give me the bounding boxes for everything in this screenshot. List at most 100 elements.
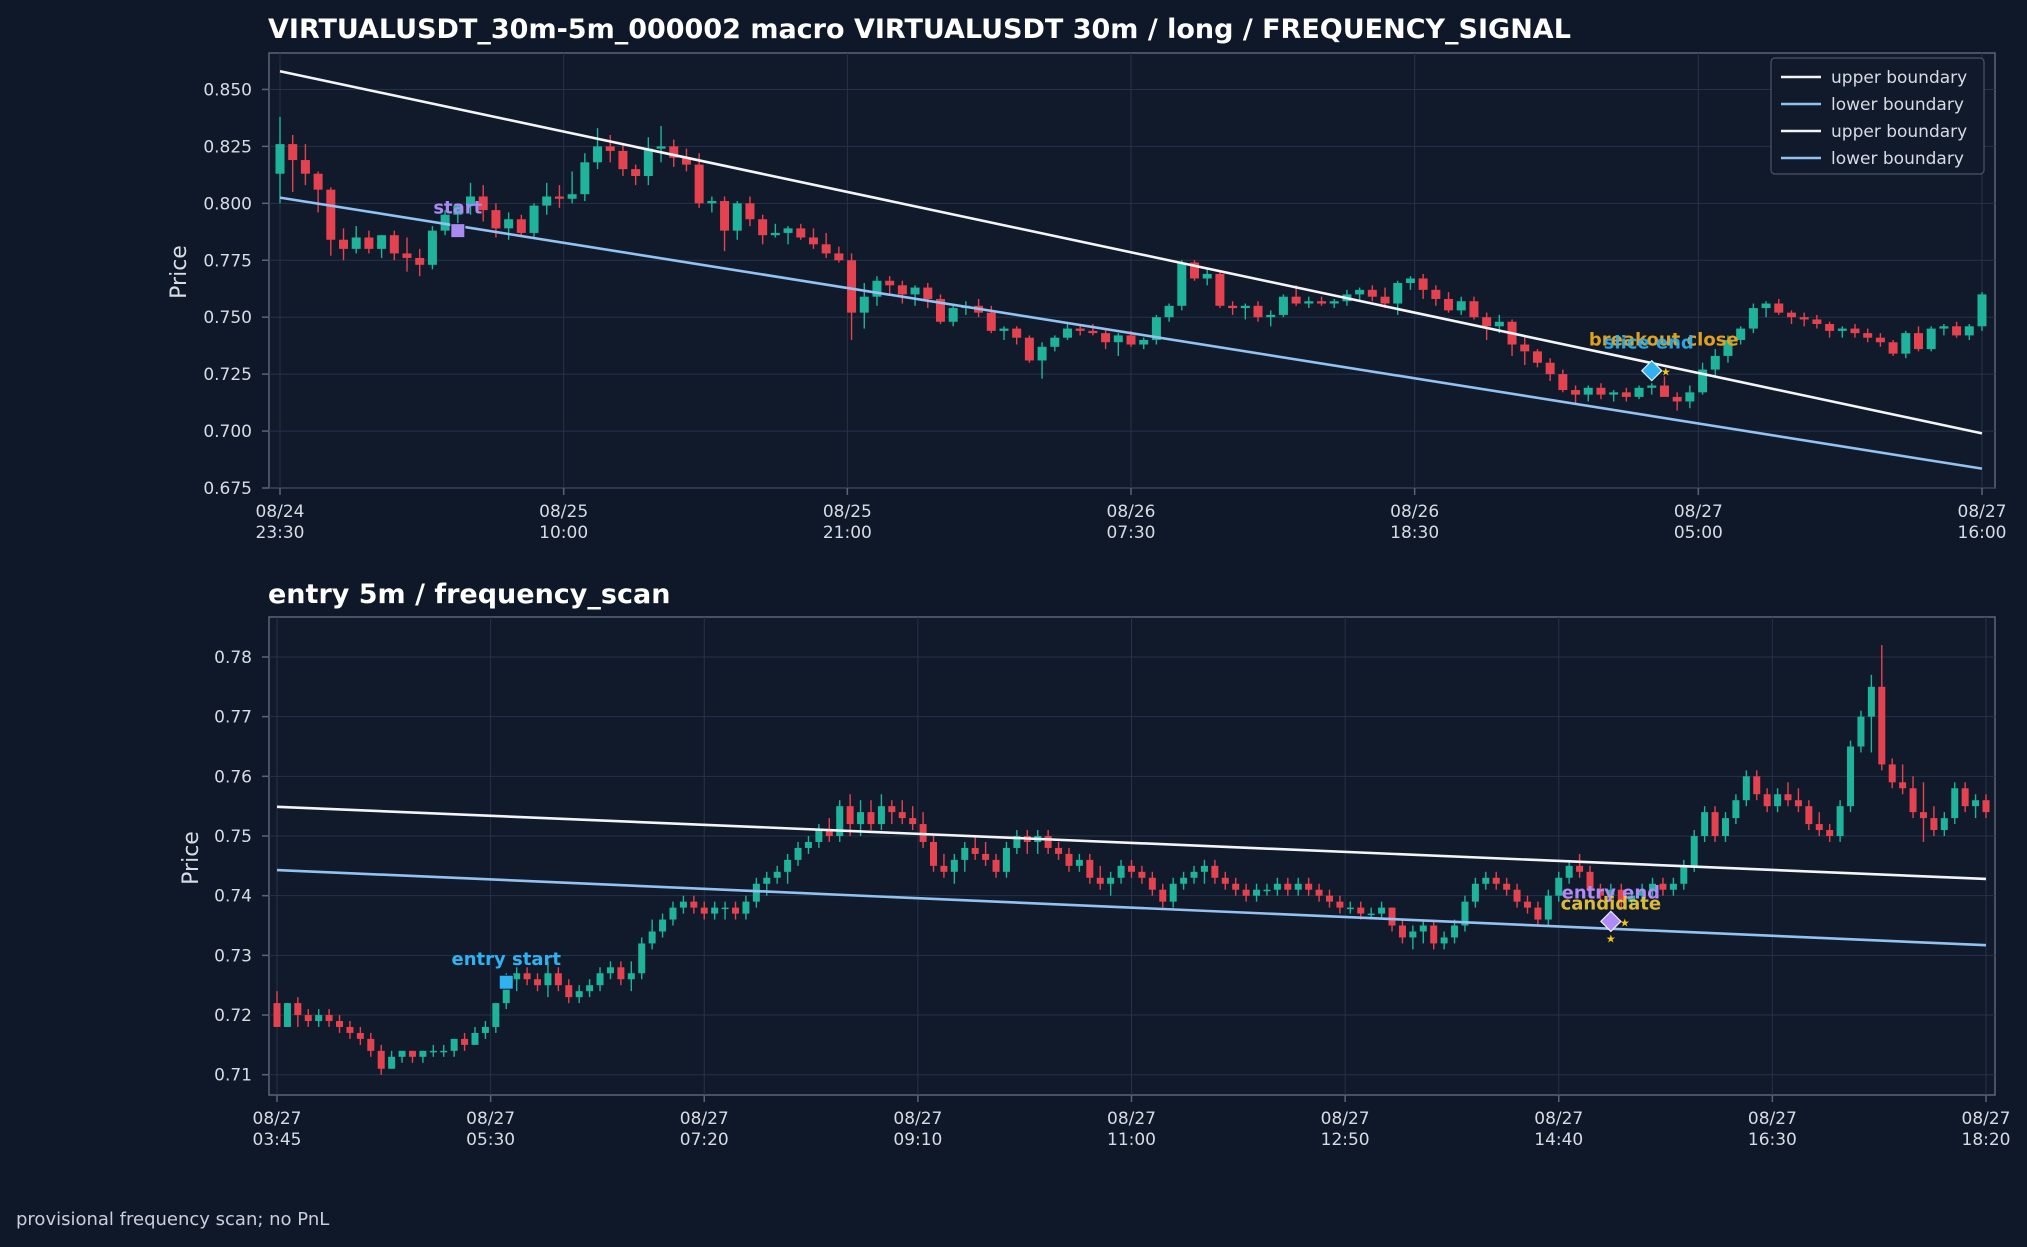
candle-body bbox=[1266, 314, 1276, 318]
candle-body bbox=[1430, 925, 1438, 944]
candle-body bbox=[304, 1015, 312, 1022]
x-tick-label: 08/27 05:00 bbox=[1674, 502, 1723, 543]
annotation-label: entry start bbox=[452, 949, 562, 970]
x-tick-label: 08/24 23:30 bbox=[256, 502, 305, 543]
candle-body bbox=[367, 1038, 375, 1051]
annotation-label: candidate bbox=[1561, 893, 1662, 914]
candle-body bbox=[565, 985, 573, 998]
candle-body bbox=[1305, 883, 1313, 890]
candle-body bbox=[326, 189, 336, 240]
candle-body bbox=[1291, 296, 1301, 304]
candle-body bbox=[1138, 871, 1146, 878]
candle-body bbox=[1164, 305, 1174, 318]
candle-body bbox=[1088, 330, 1098, 334]
x-tick-label: 08/25 21:00 bbox=[823, 502, 872, 543]
candle-body bbox=[784, 859, 792, 872]
candle-body bbox=[1621, 392, 1631, 397]
candle-body bbox=[1409, 931, 1417, 938]
candle-body bbox=[1919, 812, 1927, 819]
candle-body bbox=[593, 146, 603, 163]
candle-body bbox=[1583, 387, 1593, 395]
candle-body bbox=[1659, 385, 1669, 397]
candle-body bbox=[389, 235, 399, 254]
candle-body bbox=[1913, 333, 1923, 350]
candle-body bbox=[1444, 298, 1454, 311]
candle-body bbox=[700, 907, 708, 914]
candle-body bbox=[732, 203, 742, 231]
y-tick-label: 0.675 bbox=[203, 479, 252, 499]
plot-area bbox=[268, 52, 1996, 489]
y-tick-label: 0.725 bbox=[203, 365, 252, 385]
star-icon: ★ bbox=[1620, 916, 1630, 929]
candle-body bbox=[846, 806, 854, 825]
candle-body bbox=[1672, 396, 1682, 402]
candle-body bbox=[1062, 328, 1072, 338]
candle-body bbox=[897, 285, 907, 295]
candle-body bbox=[1863, 333, 1873, 338]
candle-body bbox=[1346, 907, 1354, 910]
candle-body bbox=[1240, 305, 1250, 309]
candle-body bbox=[1850, 328, 1860, 334]
candle-body bbox=[1469, 301, 1479, 318]
candle-body bbox=[1576, 865, 1584, 872]
candle-body bbox=[273, 1003, 281, 1027]
candle-body bbox=[1388, 907, 1396, 926]
candle-body bbox=[1617, 889, 1625, 902]
candle-body bbox=[1857, 716, 1865, 747]
marker-square bbox=[498, 974, 514, 990]
candle-body bbox=[1951, 788, 1959, 819]
candle-body bbox=[804, 841, 812, 848]
candle-body bbox=[1086, 859, 1094, 878]
candle-body bbox=[325, 1015, 333, 1022]
candle-body bbox=[1628, 895, 1636, 902]
candle-body bbox=[1398, 925, 1406, 938]
candle-body bbox=[982, 853, 990, 860]
x-tick-label: 08/26 18:30 bbox=[1390, 502, 1439, 543]
y-tick-label: 0.775 bbox=[203, 251, 252, 271]
candle-body bbox=[898, 812, 906, 819]
candle-body bbox=[1159, 889, 1167, 902]
candle-body bbox=[1977, 294, 1987, 327]
candle-body bbox=[1523, 901, 1531, 908]
candle-body bbox=[377, 1050, 385, 1069]
candle-body bbox=[504, 219, 514, 229]
candle-body bbox=[427, 230, 437, 265]
candle-body bbox=[681, 157, 691, 165]
candle-body bbox=[867, 812, 875, 825]
candle-body bbox=[1609, 392, 1619, 395]
star-icon: ★ bbox=[1606, 932, 1616, 945]
candle-body bbox=[877, 806, 885, 825]
candle-body bbox=[1607, 889, 1615, 896]
candle-body bbox=[1024, 337, 1034, 361]
candle-body bbox=[450, 1038, 458, 1051]
candle-body bbox=[1634, 387, 1644, 397]
candle-body bbox=[275, 144, 285, 174]
candle-body bbox=[351, 237, 361, 249]
candle-body bbox=[1680, 865, 1688, 884]
candle-body bbox=[1317, 301, 1327, 304]
candle-body bbox=[950, 859, 958, 872]
y-tick-label: 0.75 bbox=[214, 827, 252, 847]
candle-body bbox=[1952, 326, 1962, 336]
candle-body bbox=[1926, 328, 1936, 350]
y-tick-label: 0.700 bbox=[203, 422, 252, 442]
x-tick-label: 08/27 07:20 bbox=[680, 1109, 729, 1150]
candle-body bbox=[1284, 883, 1292, 890]
x-tick-label: 08/27 16:30 bbox=[1748, 1109, 1797, 1150]
candle-body bbox=[1461, 901, 1469, 926]
candle-body bbox=[1232, 883, 1240, 890]
candle-body bbox=[1200, 865, 1208, 872]
candle-body bbox=[1939, 326, 1949, 329]
candle-body bbox=[1534, 907, 1542, 920]
candle-body bbox=[1304, 301, 1314, 304]
candle-body bbox=[638, 943, 646, 974]
candle-body bbox=[992, 859, 1000, 872]
candle-body bbox=[758, 219, 768, 236]
candle-body bbox=[1242, 889, 1250, 896]
candle-body bbox=[872, 280, 882, 297]
candle-body bbox=[1503, 883, 1511, 890]
lower-boundary-line bbox=[276, 868, 1987, 947]
candle-body bbox=[1710, 355, 1720, 370]
candle-body bbox=[1784, 794, 1792, 801]
